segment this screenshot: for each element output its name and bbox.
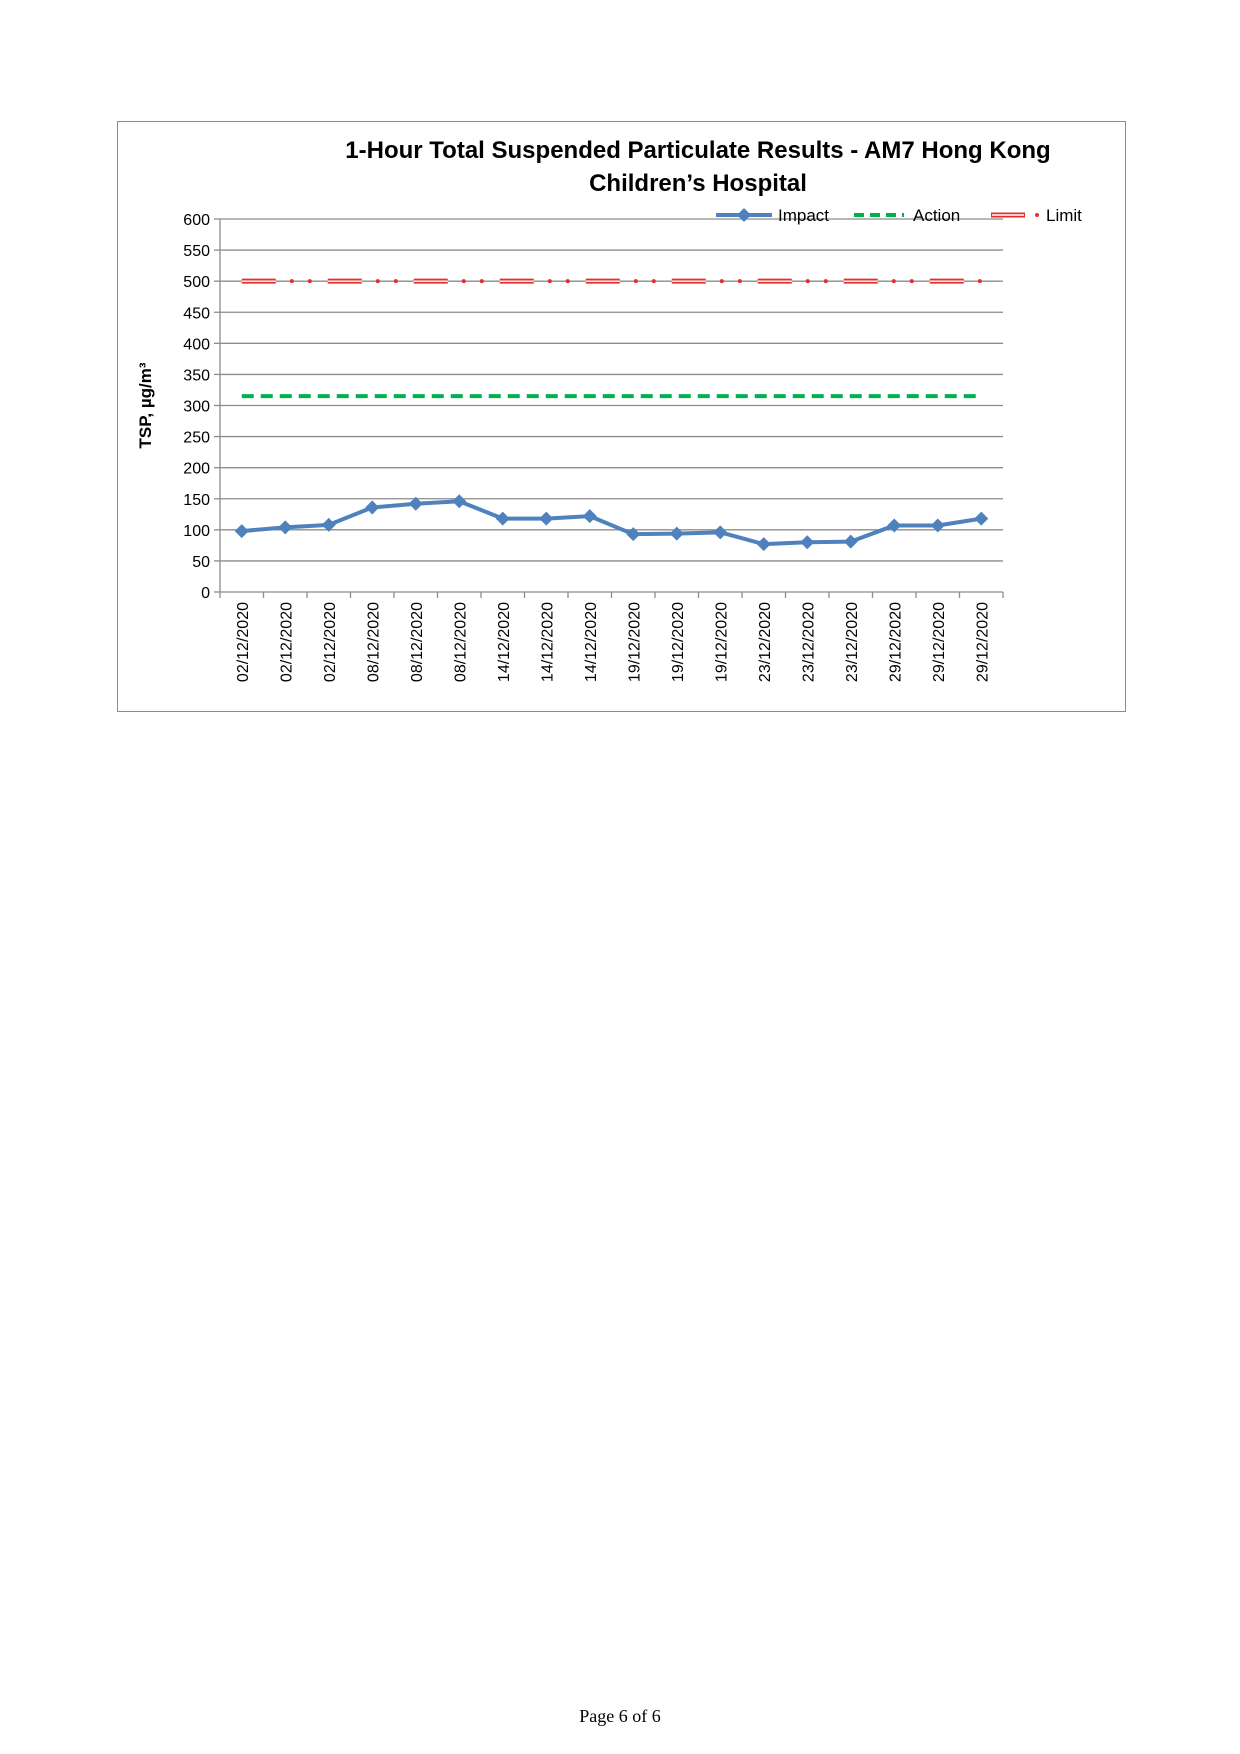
- x-tick-label: 08/12/2020: [452, 602, 469, 682]
- y-tick-label: 300: [183, 399, 210, 416]
- y-tick-label: 250: [183, 430, 210, 447]
- impact-point: [495, 511, 510, 526]
- x-tick-label: 19/12/2020: [713, 602, 730, 682]
- x-tick-label: 08/12/2020: [365, 602, 382, 682]
- impact-point: [800, 535, 815, 550]
- impact-point: [713, 525, 728, 540]
- impact-point: [930, 518, 945, 533]
- impact-point: [582, 509, 597, 524]
- impact-point: [365, 500, 380, 515]
- y-tick-label: 50: [192, 554, 210, 571]
- impact-point: [234, 524, 249, 539]
- x-tick-label: 14/12/2020: [496, 602, 513, 682]
- y-tick-labels: 0 50 100 150 200 250 300 350 400 450 500 550 600: [183, 212, 210, 602]
- chart-title-line: Children’s Hospital: [589, 170, 807, 197]
- impact-point: [278, 520, 293, 535]
- y-axis-label: TSP, µg/m³: [136, 362, 155, 448]
- impact-point: [887, 518, 902, 533]
- y-tick-label: 150: [183, 492, 210, 509]
- series: [234, 278, 989, 552]
- x-tick-label: 19/12/2020: [670, 602, 687, 682]
- impact-point: [669, 526, 684, 541]
- y-tick-label: 600: [183, 212, 210, 229]
- legend-marker-impact: [737, 208, 751, 222]
- y-tick-label: 400: [183, 336, 210, 353]
- x-tick-label: 02/12/2020: [235, 602, 252, 682]
- y-tick-label: 350: [183, 367, 210, 384]
- chart-title: 1-Hour Total Suspended Particulate Resul…: [345, 137, 1050, 197]
- legend-swatch-limit-dot: [1035, 213, 1039, 217]
- legend-label: Action: [913, 206, 960, 225]
- legend-item: Limit: [991, 206, 1082, 225]
- impact-point: [539, 511, 554, 526]
- impact-point: [452, 494, 467, 509]
- x-tick-label: 14/12/2020: [539, 602, 556, 682]
- legend: Impact Action Limit: [716, 206, 1082, 225]
- impact-point: [974, 511, 989, 526]
- x-tick-label: 02/12/2020: [278, 602, 295, 682]
- y-tick-label: 0: [201, 585, 210, 602]
- x-tick-label: 29/12/2020: [974, 602, 991, 682]
- x-tick-label: 23/12/2020: [800, 602, 817, 682]
- legend-item: Action: [854, 206, 960, 225]
- impact-series-line: [241, 499, 982, 547]
- legend-item: Impact: [716, 206, 829, 225]
- impact-point: [408, 496, 423, 511]
- legend-label: Impact: [778, 206, 829, 225]
- x-tick-label: 29/12/2020: [887, 602, 904, 682]
- impact-point: [626, 527, 641, 542]
- x-tick-label: 08/12/2020: [409, 602, 426, 682]
- x-tick-labels: 02/12/2020 02/12/2020 02/12/2020 08/12/2020…: [235, 602, 992, 682]
- page-number: Page 6 of 6: [579, 1706, 661, 1726]
- gridlines: [214, 218, 1003, 593]
- x-tick-label: 02/12/2020: [322, 602, 339, 682]
- impact-point: [843, 534, 858, 549]
- axes: [219, 219, 1004, 598]
- legend-label: Limit: [1046, 206, 1082, 225]
- impact-point: [756, 537, 771, 552]
- y-tick-label: 550: [183, 243, 210, 260]
- chart-frame: 1-Hour Total Suspended Particulate Resul…: [117, 121, 1126, 712]
- x-tick-label: 23/12/2020: [844, 602, 861, 682]
- tsp-line-chart: 1-Hour Total Suspended Particulate Resul…: [136, 137, 1082, 682]
- impact-point: [321, 517, 336, 532]
- y-tick-label: 500: [183, 274, 210, 291]
- x-tick-label: 29/12/2020: [931, 602, 948, 682]
- x-tick-label: 14/12/2020: [583, 602, 600, 682]
- y-tick-label: 200: [183, 461, 210, 478]
- chart-title-line: 1-Hour Total Suspended Particulate Resul…: [345, 137, 1050, 164]
- y-tick-label: 450: [183, 305, 210, 322]
- y-tick-label: 100: [183, 523, 210, 540]
- x-tick-label: 19/12/2020: [626, 602, 643, 682]
- x-tick-label: 23/12/2020: [757, 602, 774, 682]
